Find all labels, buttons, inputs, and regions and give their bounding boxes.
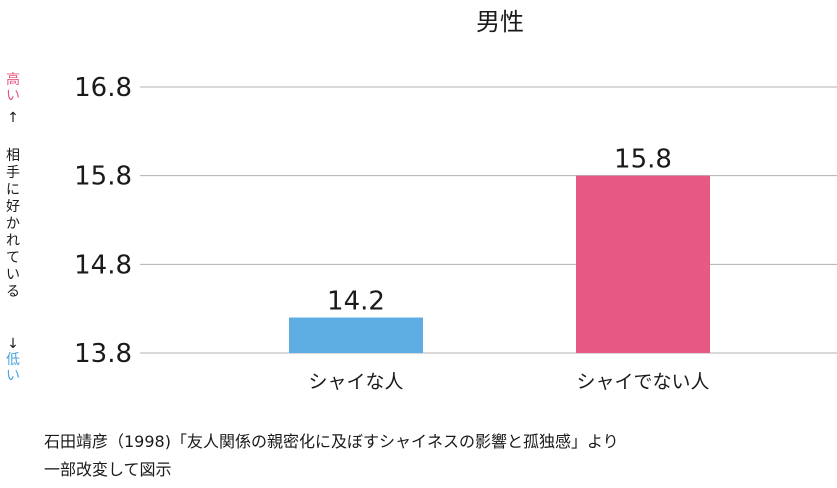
y-tick-label: 15.8: [74, 162, 132, 192]
y-tick-label: 16.8: [74, 73, 132, 103]
data-label: 15.8: [614, 145, 672, 175]
bar-chart: 13.8 14.8 15.8 16.8 14.2 シャイな人 15.8 シャイでない人: [74, 73, 837, 393]
y-axis-label-low: 低い: [6, 352, 20, 384]
chart-title: 男性: [476, 8, 524, 36]
y-tick-label: 14.8: [74, 250, 132, 280]
y-tick-label: 13.8: [74, 339, 132, 369]
y-axis-label-high: 高い: [6, 72, 20, 104]
bar: [576, 175, 710, 353]
data-label: 14.2: [327, 287, 385, 317]
bar: [289, 317, 423, 353]
y-axis-label: 相手に好かれている: [6, 148, 20, 300]
x-tick-label: シャイな人: [308, 371, 403, 393]
source-line-1: 石田靖彦（1998)「友人関係の親密化に及ぼすシャイネスの影響と孤独感」より: [44, 432, 619, 451]
source-citation: 石田靖彦（1998)「友人関係の親密化に及ぼすシャイネスの影響と孤独感」より 一…: [44, 428, 619, 484]
y-axis-arrow-down: ↓: [7, 336, 19, 352]
source-line-2: 一部改変して図示: [44, 460, 172, 479]
x-tick-label: シャイでない人: [576, 371, 709, 393]
y-axis-arrow-up: ↑: [7, 110, 19, 126]
